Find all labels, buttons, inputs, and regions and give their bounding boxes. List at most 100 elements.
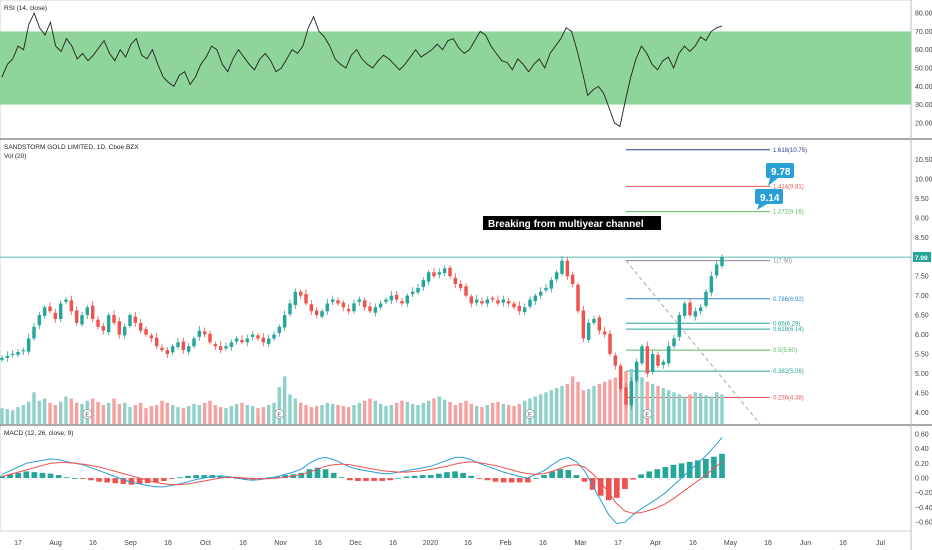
volume-bar — [613, 377, 618, 424]
volume-bar — [0, 408, 4, 424]
macd-hist-bar — [136, 478, 143, 484]
macd-tick-label: −0.60 — [915, 520, 932, 527]
volume-bar — [192, 403, 196, 424]
macd-hist-bar — [452, 471, 458, 479]
candle-body — [624, 387, 628, 405]
candle-body — [16, 352, 20, 355]
macd-hist-bar — [63, 477, 70, 479]
macd-hist-bar — [96, 478, 102, 482]
volume-bar — [5, 409, 10, 424]
volume-bar — [362, 400, 367, 424]
volume-bar — [304, 404, 308, 424]
candle-body — [346, 308, 351, 312]
macd-hist-bar — [654, 469, 661, 479]
candle-body — [69, 300, 74, 312]
volume-bar — [325, 402, 330, 424]
macd-hist-bar — [702, 458, 709, 479]
candle-body — [645, 346, 650, 374]
volume-bar — [432, 398, 436, 424]
volume-bar — [570, 376, 575, 424]
macd-hist-bar — [500, 478, 507, 483]
candle-body — [416, 287, 420, 293]
candle-body — [709, 276, 714, 293]
candle-body — [250, 334, 255, 337]
volume-bar — [544, 392, 548, 424]
candle-body — [341, 302, 346, 308]
volume-bar — [96, 401, 100, 424]
volume-bar — [58, 401, 63, 424]
rsi-band — [0, 31, 911, 105]
candle-body — [394, 294, 399, 300]
candle-body — [192, 338, 196, 347]
macd-hist-bar — [549, 471, 555, 479]
price-tick-label: 10.50 — [915, 157, 932, 164]
earnings-marker — [274, 409, 285, 419]
time-tick-label: Jun — [800, 540, 811, 547]
volume-bar — [352, 404, 356, 424]
macd-hist-bar — [39, 472, 46, 479]
macd-hist-bar — [31, 472, 38, 479]
macd-hist-bar — [347, 478, 353, 481]
macd-hist-bar — [23, 471, 30, 479]
macd-hist-bar — [88, 478, 94, 481]
time-tick-label: 16 — [239, 540, 247, 547]
volume-bar — [538, 394, 543, 424]
candle-body — [352, 303, 356, 312]
macd-hist-bar — [274, 476, 280, 479]
macd-hist-bar — [622, 478, 628, 490]
macd-title: MACD (12, 26, close, 9) — [4, 430, 73, 437]
time-tick-label: Apr — [650, 540, 662, 547]
candle-body — [528, 299, 532, 307]
volume-bar — [133, 404, 138, 424]
candle-body — [122, 326, 127, 336]
candles — [0, 254, 724, 410]
volume-bar — [405, 401, 410, 424]
price-tick-label: 8.50 — [915, 235, 929, 242]
candle-body — [634, 361, 639, 381]
candle-body — [373, 307, 378, 313]
volume-bar — [202, 402, 207, 424]
price-title: SANDSTORM GOLD LIMITED, 1D, Cboe BZX — [4, 144, 139, 151]
macd-hist-bar — [379, 478, 386, 481]
fib-label: 0.65(6.29) — [773, 321, 800, 327]
candle-body — [437, 272, 442, 275]
macd-hist-bar — [711, 456, 717, 479]
candle-body — [565, 260, 570, 277]
macd-hist-bar — [112, 478, 119, 484]
volume-bar — [106, 402, 111, 424]
candle-body — [618, 365, 623, 389]
volume-bar — [197, 404, 202, 424]
rsi-tick-label: 80.00 — [915, 11, 932, 18]
candle-body — [37, 315, 42, 326]
time-tick-label: 2020 — [423, 540, 439, 547]
last-price-text: 7.99 — [915, 255, 928, 262]
volume-bar — [394, 402, 399, 424]
annotation-box — [483, 216, 661, 230]
rsi-tick-label: 70.00 — [915, 29, 932, 36]
candle-body — [384, 299, 388, 302]
candle-body — [378, 303, 383, 308]
candle-body — [288, 303, 292, 315]
volume-bar — [464, 400, 468, 424]
volume-bar — [122, 402, 127, 424]
price-tick-label: 7.00 — [915, 293, 929, 300]
macd-tick-label: −0.40 — [915, 505, 932, 512]
candle-body — [426, 272, 431, 282]
price-tick-label: 6.50 — [915, 313, 929, 320]
time-tick-label: 16 — [689, 540, 697, 547]
macd-hist-bar — [371, 478, 377, 481]
volume-bar — [714, 392, 719, 424]
volume-bar — [293, 398, 298, 424]
volume-bar — [693, 392, 698, 424]
time-tick-label: 16 — [389, 540, 397, 547]
volume-bar — [549, 390, 554, 424]
time-tick-label: Sep — [124, 540, 137, 547]
candle-body — [330, 299, 335, 302]
volume-bar — [458, 402, 463, 424]
volume-bar — [314, 406, 319, 424]
volume-bar — [426, 400, 431, 424]
candle-body — [309, 304, 314, 312]
earnings-marker — [82, 409, 93, 419]
volume-bar — [602, 381, 607, 424]
